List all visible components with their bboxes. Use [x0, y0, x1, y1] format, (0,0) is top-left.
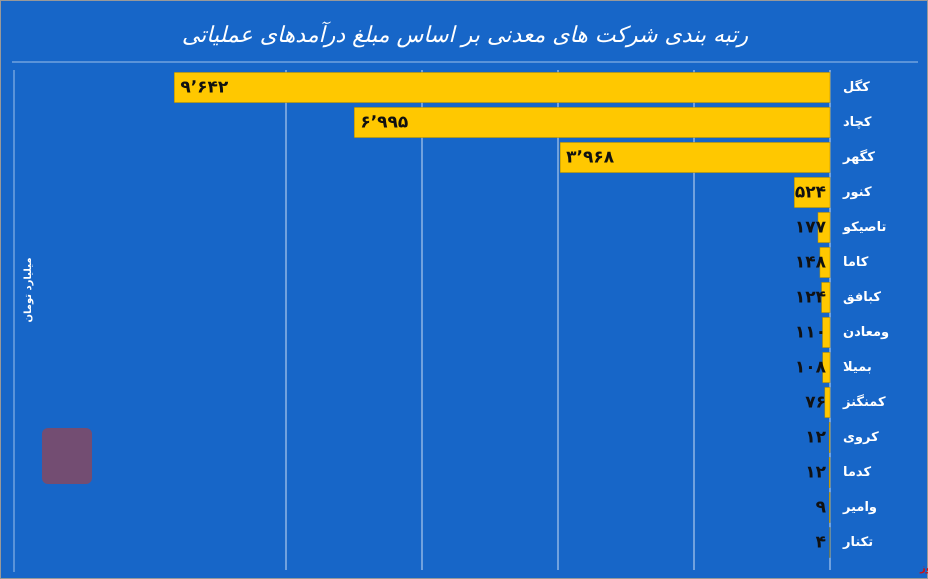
y-tick-label: کاما	[843, 255, 869, 270]
y-tick-label: وامیر	[842, 500, 877, 515]
bar	[828, 457, 831, 488]
bar	[817, 212, 831, 243]
axis-label: میلیارد تومان	[23, 257, 34, 322]
y-tick-label: تکنار	[842, 535, 873, 550]
value-label: ۱۷۷	[795, 218, 827, 238]
y-tick-label: بمیلا	[843, 360, 872, 375]
bar	[821, 282, 831, 313]
bar	[174, 72, 831, 103]
value-label: ۱۲۴	[795, 288, 826, 308]
bar	[822, 352, 831, 383]
value-label: ۹	[816, 498, 827, 518]
y-tick-label: کنور	[842, 185, 872, 200]
bar	[354, 107, 831, 138]
bar	[824, 387, 831, 418]
y-tick-label: کبافق	[843, 290, 881, 305]
chart-title: رتبه بندی شرکت های معدنی بر اساس مبلغ در…	[182, 21, 749, 48]
value-label: ۱۲	[805, 463, 826, 483]
value-label: ۱۰۸	[795, 358, 827, 378]
value-label: ۱۲	[805, 428, 826, 448]
value-label: ۱۱۰	[795, 323, 826, 343]
value-label: ۱۴۸	[795, 253, 827, 273]
bar	[819, 247, 831, 278]
y-tick-label: کدما	[843, 465, 871, 480]
bar	[829, 492, 831, 523]
value-label: ۷۶	[805, 393, 826, 413]
y-tick-label: کمنگنز	[842, 394, 886, 410]
bar	[828, 422, 831, 453]
value-label: ۴	[816, 533, 826, 553]
y-tick-label: کگل	[843, 79, 870, 95]
bar	[794, 177, 831, 208]
y-tick-label: تاصیکو	[842, 220, 886, 235]
bar	[559, 142, 831, 173]
y-tick-label: کچاد	[843, 115, 872, 130]
source: بورس نیوز	[919, 563, 928, 574]
logo-mark	[42, 428, 92, 484]
y-tick-label: ومعادن	[843, 325, 889, 340]
y-tick-label: کگهر	[842, 149, 875, 165]
value-label: ۹٬۶۴۲	[180, 78, 229, 98]
logo	[42, 428, 92, 484]
y-tick-label: کروی	[843, 430, 879, 445]
value-label: ۳٬۹۶۸	[566, 148, 615, 168]
value-label: ۵۲۴	[795, 183, 826, 203]
value-label: ۶٬۹۹۵	[360, 113, 408, 133]
bar	[822, 317, 831, 348]
